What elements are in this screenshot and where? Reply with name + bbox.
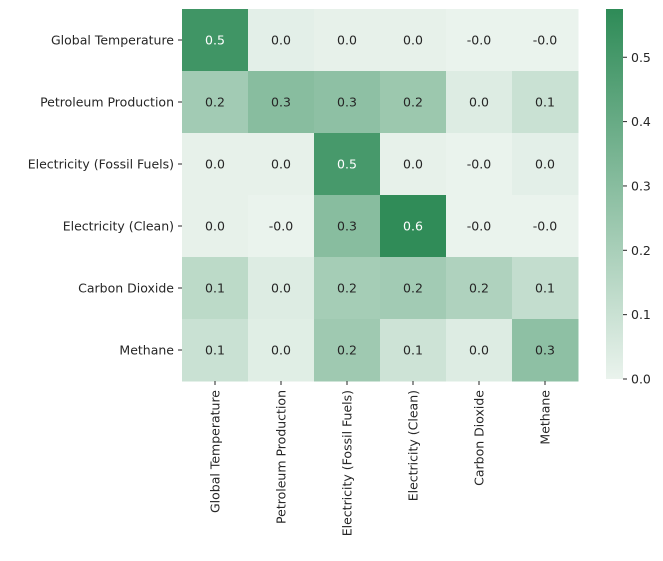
cell-value-label: 0.1: [535, 95, 555, 110]
cell-value-label: -0.0: [467, 157, 491, 172]
heatmap-cells: [182, 9, 579, 382]
colorbar-tick-label: 0.1: [631, 307, 651, 322]
cell-value-label: 0.0: [403, 157, 423, 172]
cell-value-label: 0.3: [337, 219, 357, 234]
colorbar-tick-label: 0.4: [631, 114, 651, 129]
column-label: Electricity (Fossil Fuels): [340, 390, 355, 536]
cell-value-label: 0.0: [337, 33, 357, 48]
column-tick-labels: Global Temperature Petroleum Production El…: [208, 381, 553, 536]
cell-value-label: 0.1: [403, 343, 423, 358]
row-label: Carbon Dioxide: [78, 281, 174, 296]
cell-value-label: 0.6: [403, 219, 423, 234]
cell-value-label: 0.3: [337, 95, 357, 110]
cell-value-label: 0.0: [403, 33, 423, 48]
cell-value-label: 0.2: [337, 343, 357, 358]
cell-value-label: 0.3: [271, 95, 291, 110]
cell-value-label: 0.5: [205, 33, 225, 48]
cell-value-label: -0.0: [533, 219, 557, 234]
row-label: Global Temperature: [51, 33, 174, 48]
row-label: Electricity (Fossil Fuels): [28, 157, 174, 172]
colorbar-gradient: [606, 9, 623, 379]
row-label: Petroleum Production: [40, 95, 174, 110]
cell-value-label: 0.3: [535, 343, 555, 358]
row-label: Methane: [119, 343, 174, 358]
colorbar-tick-label: 0.2: [631, 243, 651, 258]
cell-value-label: 0.1: [205, 343, 225, 358]
cell-value-label: 0.2: [205, 95, 225, 110]
cell-value-label: -0.0: [269, 219, 293, 234]
colorbar-tick-label: 0.0: [631, 372, 651, 387]
cell-value-label: 0.0: [205, 219, 225, 234]
cell-value-label: 0.0: [271, 157, 291, 172]
column-label: Global Temperature: [208, 390, 223, 513]
cell-value-label: -0.0: [467, 219, 491, 234]
cell-value-label: 0.5: [337, 157, 357, 172]
cell-value-label: 0.1: [205, 281, 225, 296]
column-label: Methane: [538, 390, 553, 445]
colorbar-tick-label: 0.5: [631, 50, 651, 65]
cell-value-label: -0.0: [533, 33, 557, 48]
column-label: Carbon Dioxide: [472, 390, 487, 486]
cell-value-label: 0.0: [205, 157, 225, 172]
cell-value-label: 0.2: [469, 281, 489, 296]
cell-value-label: 0.2: [403, 95, 423, 110]
cell-value-label: 0.1: [535, 281, 555, 296]
cell-value-label: -0.0: [467, 33, 491, 48]
colorbar-tick-label: 0.3: [631, 178, 651, 193]
cell-value-label: 0.0: [271, 343, 291, 358]
cell-value-label: 0.0: [469, 343, 489, 358]
cell-value-label: 0.0: [271, 33, 291, 48]
cell-value-label: 0.2: [337, 281, 357, 296]
row-tick-labels: Global Temperature Petroleum Production El…: [28, 33, 182, 358]
cell-value-label: 0.0: [535, 157, 555, 172]
row-label: Electricity (Clean): [63, 219, 174, 234]
cell-value-label: 0.0: [469, 95, 489, 110]
colorbar: 0.0 0.1 0.2 0.3 0.4 0.5: [606, 9, 651, 387]
column-label: Petroleum Production: [274, 390, 289, 524]
cell-value-label: 0.0: [271, 281, 291, 296]
cell-value-label: 0.2: [403, 281, 423, 296]
column-label: Electricity (Clean): [406, 390, 421, 501]
